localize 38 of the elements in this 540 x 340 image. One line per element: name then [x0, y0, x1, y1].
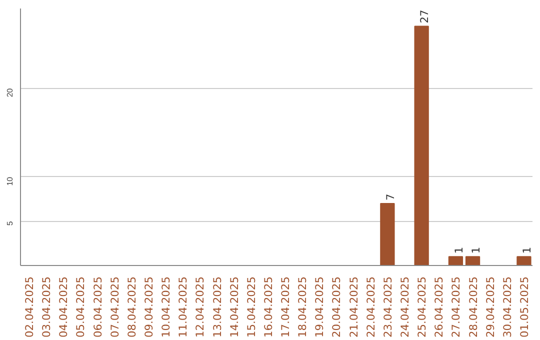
x-tick-label: 22.04.2025	[364, 276, 378, 338]
x-tick-label: 14.04.2025	[228, 276, 241, 338]
x-tick-label: 17.04.2025	[279, 276, 292, 338]
x-tick-label: 20.04.2025	[330, 276, 344, 338]
x-tick-label: 18.04.2025	[296, 276, 310, 338]
x-tick-label: 12.04.2025	[194, 276, 207, 338]
x-tick-label: 10.04.2025	[160, 276, 173, 338]
x-tick-label: 30.04.2025	[500, 276, 514, 338]
x-tick-label: 01.05.2025	[518, 276, 531, 338]
x-tick-label: 07.04.2025	[108, 276, 122, 338]
data-label: 7	[384, 194, 397, 200]
y-tick-label: 10	[6, 176, 14, 186]
x-tick-label: 05.04.2025	[74, 276, 88, 338]
x-tick-label: 24.04.2025	[398, 276, 412, 338]
x-tick-label: 25.04.2025	[416, 276, 429, 338]
x-tick-label: 16.04.2025	[262, 276, 275, 338]
x-tick-label: 03.04.2025	[40, 276, 54, 338]
x-tick-label: 27.04.2025	[450, 276, 463, 338]
x-tick-label: 02.04.2025	[23, 276, 36, 338]
x-tick-label: 06.04.2025	[91, 276, 104, 338]
x-tick-label: 29.04.2025	[484, 276, 497, 338]
data-label: 1	[520, 246, 534, 254]
x-tick-label: 26.04.2025	[432, 276, 446, 338]
x-tick-label: 13.04.2025	[210, 276, 224, 338]
data-label: 1	[469, 246, 482, 254]
x-tick-label: 09.04.2025	[142, 276, 156, 338]
y-tick-label: 20	[6, 88, 14, 98]
x-tick-label: 19.04.2025	[313, 276, 326, 338]
x-tick-label: 04.04.2025	[57, 276, 70, 338]
data-label: 27	[418, 10, 432, 24]
x-tick-label: 28.04.2025	[466, 276, 480, 338]
data-label: 1	[452, 246, 466, 254]
x-tick-label: 11.04.2025	[176, 276, 190, 338]
y-tick-label: 5	[6, 220, 14, 226]
x-tick-label: 21.04.2025	[347, 276, 360, 338]
x-tick-label: 23.04.2025	[381, 276, 394, 338]
x-tick-label: 08.04.2025	[125, 276, 138, 338]
x-tick-label: 15.04.2025	[244, 276, 258, 338]
